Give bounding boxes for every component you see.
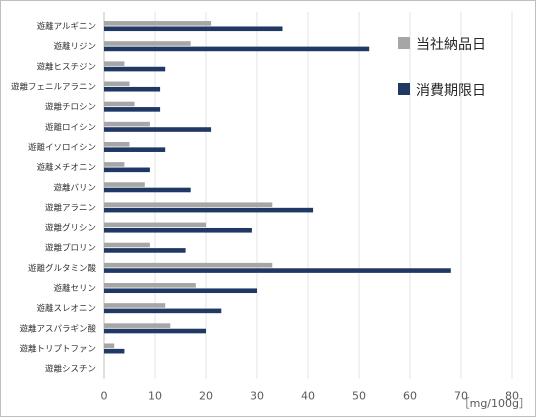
- bars: [104, 21, 451, 354]
- bar: [104, 348, 125, 354]
- x-tick-labels: 0 10 20 30 40 50 60 70 80: [101, 390, 520, 403]
- bar: [104, 141, 130, 147]
- bar: [104, 46, 370, 52]
- category-label: 遊離グリシン: [45, 223, 96, 234]
- bar: [104, 21, 212, 26]
- category-labels: 遊離アルギニン遊離リジン遊離ヒスチジン遊離フェニルアラニン遊離チロシン遊離ロイシ…: [11, 21, 97, 375]
- bar: [104, 227, 252, 233]
- bar: [104, 86, 161, 92]
- bar: [104, 187, 191, 193]
- bar: [104, 66, 166, 72]
- x-tick-label: 80: [505, 390, 519, 403]
- x-tick-label: 10: [148, 390, 162, 403]
- bar: [104, 61, 125, 66]
- category-label: 遊離スレオニン: [36, 303, 96, 314]
- x-tick-label: 50: [352, 390, 366, 403]
- x-tick-label: 60: [403, 390, 417, 403]
- legend-swatch: [398, 83, 410, 95]
- x-tick-label: 70: [454, 390, 468, 403]
- category-label: 遊離ロイシン: [45, 122, 96, 133]
- bar: [104, 202, 273, 208]
- x-tick-label: 20: [199, 390, 213, 403]
- category-label: 遊離アラニン: [45, 202, 96, 213]
- bar: [104, 288, 257, 294]
- bar: [104, 207, 314, 213]
- bar: [104, 283, 196, 288]
- x-tick-label: 40: [301, 390, 315, 403]
- category-label: 遊離リジン: [53, 41, 96, 52]
- bar: [104, 222, 206, 228]
- bar: [104, 81, 130, 87]
- legend-swatch: [398, 37, 410, 49]
- bar: [104, 101, 135, 107]
- bar: [104, 242, 150, 248]
- category-label: 遊離バリン: [53, 182, 96, 193]
- bar: [104, 268, 451, 273]
- category-label: 遊離グルタミン酸: [28, 263, 97, 274]
- category-label: 遊離プロリン: [45, 243, 96, 254]
- bar: [104, 323, 171, 328]
- x-axis-unit-label: ［mg/100g］: [459, 397, 530, 410]
- category-label: 遊離イソロイシン: [28, 142, 96, 153]
- bar: [104, 303, 166, 308]
- gridlines: [103, 12, 513, 379]
- bar: [104, 107, 161, 112]
- bar: [104, 328, 206, 334]
- bar: [104, 41, 191, 46]
- bar: [104, 167, 150, 173]
- category-label: 遊離アルギニン: [37, 21, 96, 32]
- x-tick-label: 0: [101, 390, 108, 403]
- category-label: 遊離ヒスチジン: [36, 61, 96, 72]
- bar: [104, 248, 186, 253]
- legend-label: 消費期限日: [416, 83, 486, 99]
- bar: [104, 162, 125, 167]
- legend-label: 当社納品日: [416, 37, 486, 53]
- category-label: 遊離アスパラギン酸: [19, 323, 96, 334]
- bar: [104, 182, 145, 187]
- bar: [104, 121, 150, 127]
- category-label: 遊離チロシン: [45, 102, 96, 113]
- category-label: 遊離メチオニン: [36, 162, 96, 173]
- category-label: 遊離シスチン: [45, 364, 96, 375]
- category-label: 遊離フェニルアラニン: [11, 82, 96, 93]
- bar: [104, 127, 212, 132]
- category-label: 遊離トリプトファン: [19, 343, 96, 354]
- bar: [104, 308, 222, 314]
- bar: [104, 343, 115, 349]
- category-label: 遊離セリン: [53, 283, 96, 294]
- x-tick-label: 30: [250, 390, 264, 403]
- bar: [104, 147, 166, 152]
- bar: [104, 262, 273, 268]
- bar: [104, 26, 283, 32]
